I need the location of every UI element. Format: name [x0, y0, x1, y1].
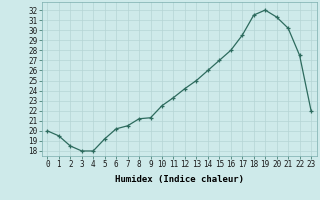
X-axis label: Humidex (Indice chaleur): Humidex (Indice chaleur) [115, 175, 244, 184]
